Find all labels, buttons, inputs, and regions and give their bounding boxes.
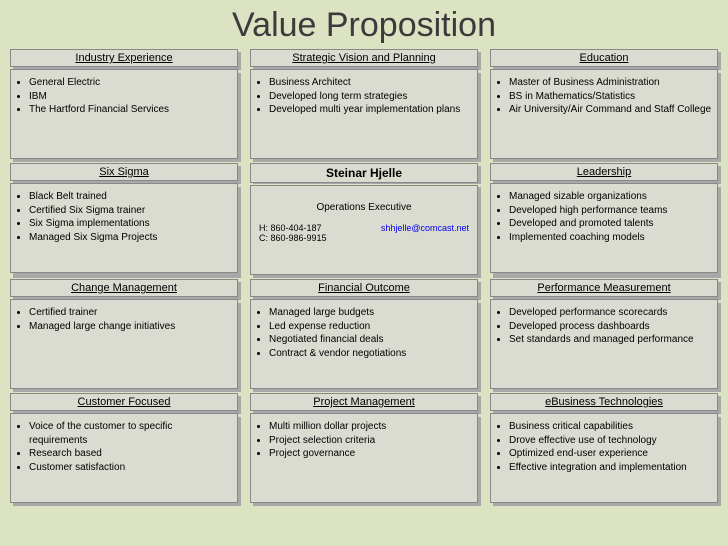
card-list: Developed performance scorecardsDevelope… <box>495 306 713 347</box>
list-item: Certified Six Sigma trainer <box>29 204 233 218</box>
card-list: Master of Business AdministrationBS in M… <box>495 76 713 117</box>
list-item: Managed Six Sigma Projects <box>29 231 233 245</box>
card-project: Project Management Multi million dollar … <box>250 393 478 503</box>
card-leadership: Leadership Managed sizable organizations… <box>490 163 718 275</box>
list-item: Managed sizable organizations <box>509 190 713 204</box>
card-center: Steinar Hjelle Operations Executive H: 8… <box>250 163 478 275</box>
list-item: Master of Business Administration <box>509 76 713 90</box>
card-header: Strategic Vision and Planning <box>250 49 478 67</box>
list-item: Developed process dashboards <box>509 320 713 334</box>
list-item: Developed multi year implementation plan… <box>269 103 473 117</box>
list-item: Managed large budgets <box>269 306 473 320</box>
list-item: IBM <box>29 90 233 104</box>
list-item: Research based <box>29 447 233 461</box>
card-list: General ElectricIBMThe Hartford Financia… <box>15 76 233 117</box>
card-sixsigma: Six Sigma Black Belt trainedCertified Si… <box>10 163 238 275</box>
card-list: Certified trainerManaged large change in… <box>15 306 233 333</box>
card-header: Project Management <box>250 393 478 411</box>
card-header: Industry Experience <box>10 49 238 67</box>
list-item: Certified trainer <box>29 306 233 320</box>
card-financial: Financial Outcome Managed large budgetsL… <box>250 279 478 389</box>
list-item: Led expense reduction <box>269 320 473 334</box>
card-list: Multi million dollar projectsProject sel… <box>255 420 473 461</box>
row-3: Change Management Certified trainerManag… <box>10 279 718 389</box>
card-list: Business critical capabilitiesDrove effe… <box>495 420 713 474</box>
list-item: Contract & vendor negotiations <box>269 347 473 361</box>
list-item: Developed performance scorecards <box>509 306 713 320</box>
card-header: eBusiness Technologies <box>490 393 718 411</box>
list-item: Developed high performance teams <box>509 204 713 218</box>
card-header: Customer Focused <box>10 393 238 411</box>
card-list: Black Belt trainedCertified Six Sigma tr… <box>15 190 233 244</box>
card-header: Change Management <box>10 279 238 297</box>
list-item: Voice of the customer to specific requir… <box>29 420 233 447</box>
card-customer: Customer Focused Voice of the customer t… <box>10 393 238 503</box>
page-title: Value Proposition <box>0 0 728 49</box>
card-header: Education <box>490 49 718 67</box>
phone-cell: C: 860-986-9915 <box>259 233 327 243</box>
email-link[interactable]: shhjelle@comcast.net <box>381 223 469 243</box>
list-item: Implemented coaching models <box>509 231 713 245</box>
row-4: Customer Focused Voice of the customer t… <box>10 393 718 503</box>
card-strategic: Strategic Vision and Planning Business A… <box>250 49 478 159</box>
contact-block: H: 860-404-187 C: 860-986-9915 shhjelle@… <box>255 223 473 243</box>
list-item: Project selection criteria <box>269 434 473 448</box>
card-header: Leadership <box>490 163 718 181</box>
card-education: Education Master of Business Administrat… <box>490 49 718 159</box>
grid: Industry Experience General ElectricIBMT… <box>0 49 728 503</box>
list-item: Optimized end-user experience <box>509 447 713 461</box>
list-item: Six Sigma implementations <box>29 217 233 231</box>
card-list: Voice of the customer to specific requir… <box>15 420 233 474</box>
list-item: Developed long term strategies <box>269 90 473 104</box>
card-list: Managed large budgetsLed expense reducti… <box>255 306 473 360</box>
card-header: Six Sigma <box>10 163 238 181</box>
list-item: Drove effective use of technology <box>509 434 713 448</box>
list-item: The Hartford Financial Services <box>29 103 233 117</box>
card-ebusiness: eBusiness Technologies Business critical… <box>490 393 718 503</box>
list-item: Managed large change initiatives <box>29 320 233 334</box>
card-header: Financial Outcome <box>250 279 478 297</box>
card-performance: Performance Measurement Developed perfor… <box>490 279 718 389</box>
list-item: Project governance <box>269 447 473 461</box>
card-header: Performance Measurement <box>490 279 718 297</box>
list-item: Set standards and managed performance <box>509 333 713 347</box>
person-name: Steinar Hjelle <box>250 163 478 183</box>
card-list: Business ArchitectDeveloped long term st… <box>255 76 473 117</box>
row-1: Industry Experience General ElectricIBMT… <box>10 49 718 159</box>
list-item: BS in Mathematics/Statistics <box>509 90 713 104</box>
person-role: Operations Executive <box>255 202 473 213</box>
card-change: Change Management Certified trainerManag… <box>10 279 238 389</box>
list-item: Developed and promoted talents <box>509 217 713 231</box>
card-list: Managed sizable organizationsDeveloped h… <box>495 190 713 244</box>
list-item: Customer satisfaction <box>29 461 233 475</box>
list-item: Air University/Air Command and Staff Col… <box>509 103 713 117</box>
list-item: Negotiated financial deals <box>269 333 473 347</box>
row-2: Six Sigma Black Belt trainedCertified Si… <box>10 163 718 275</box>
list-item: Business Architect <box>269 76 473 90</box>
list-item: Business critical capabilities <box>509 420 713 434</box>
list-item: Effective integration and implementation <box>509 461 713 475</box>
phone-home: H: 860-404-187 <box>259 223 327 233</box>
list-item: Black Belt trained <box>29 190 233 204</box>
list-item: General Electric <box>29 76 233 90</box>
card-industry: Industry Experience General ElectricIBMT… <box>10 49 238 159</box>
list-item: Multi million dollar projects <box>269 420 473 434</box>
